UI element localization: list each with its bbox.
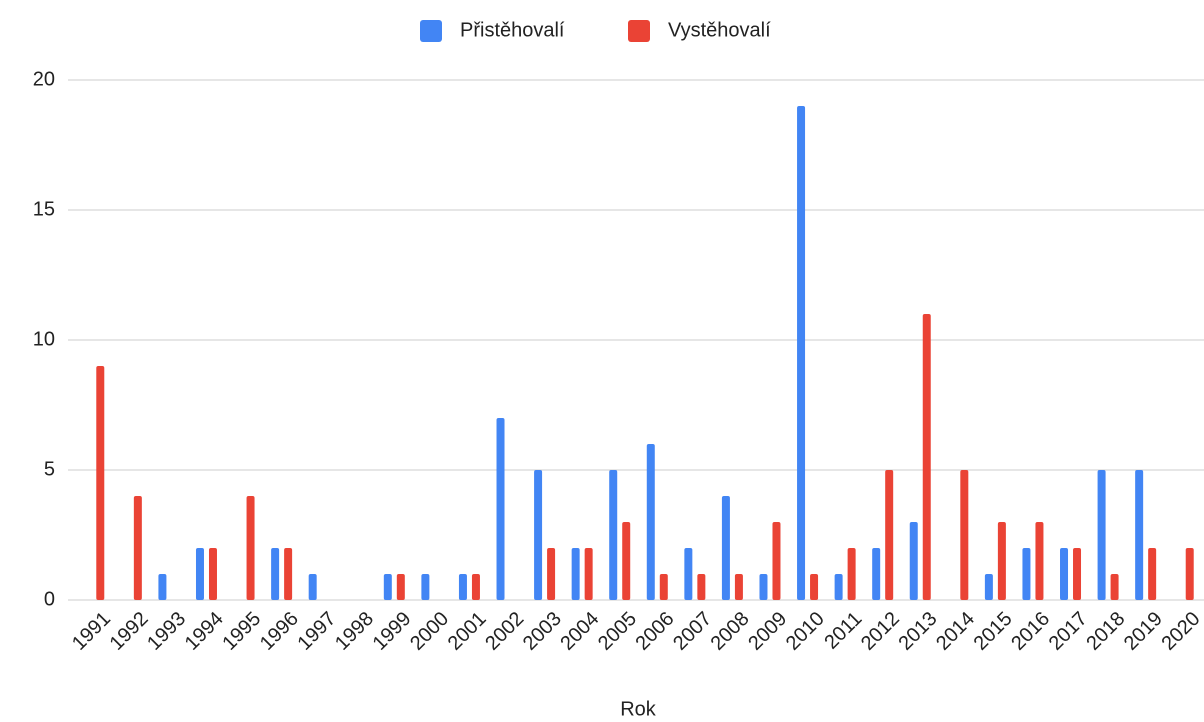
legend-swatch [628,20,650,42]
bar [496,418,505,600]
x-tick-label: 2019 [1120,608,1167,655]
legend-label: Přistěhovalí [460,19,565,41]
bar [922,314,931,600]
bar [797,106,806,600]
x-tick-label: 1997 [293,608,340,655]
x-tick-label: 2006 [632,608,679,655]
y-tick-label: 10 [33,328,55,350]
bar [909,522,918,600]
bar [646,444,655,600]
bar [721,496,730,600]
bar [1035,522,1044,600]
bar [1110,574,1119,600]
y-tick-label: 15 [33,198,55,220]
bar [847,548,856,600]
bar [284,548,293,600]
bar [684,548,693,600]
bar [1148,548,1157,600]
x-tick-label: 1994 [181,608,228,655]
bar [885,470,894,600]
x-tick-label: 2010 [782,608,829,655]
bar [246,496,255,600]
bar [609,470,618,600]
x-tick-label: 1995 [218,608,265,655]
bar [759,574,768,600]
bar [195,548,204,600]
x-tick-label: 2005 [594,608,641,655]
bar [421,574,430,600]
x-tick-label: 1993 [143,608,190,655]
bar [834,574,843,600]
x-tick-label: 2016 [1007,608,1054,655]
x-tick-label: 2002 [481,608,528,655]
bar [810,574,819,600]
bar [471,574,480,600]
bar [659,574,668,600]
bar [133,496,142,600]
y-tick-label: 0 [44,588,55,610]
bar [534,470,543,600]
bar [1097,470,1106,600]
x-tick-label: 2020 [1157,608,1204,655]
bar [271,548,280,600]
x-tick-label: 2008 [707,608,754,655]
x-tick-label: 2011 [820,608,866,654]
x-tick-label: 2015 [970,608,1017,655]
x-tick-label: 2017 [1045,608,1092,655]
bar [458,574,467,600]
bar [208,548,217,600]
x-tick-label: 2013 [894,608,941,655]
bar [158,574,167,600]
bar [872,548,881,600]
bar [734,574,743,600]
x-tick-label: 2000 [406,608,453,655]
bar [1135,470,1144,600]
bar [396,574,405,600]
bar [1060,548,1069,600]
bar [383,574,392,600]
bar [772,522,781,600]
x-tick-label: 1998 [331,608,378,655]
bar [1073,548,1082,600]
x-tick-label: 1991 [68,608,115,655]
bar [1185,548,1194,600]
x-tick-label: 2014 [932,608,979,655]
x-tick-label: 2003 [519,608,566,655]
x-tick-label: 2004 [556,608,603,655]
x-tick-label: 2018 [1082,608,1129,655]
bar [960,470,969,600]
bar [571,548,580,600]
legend-label: Vystěhovalí [668,19,771,41]
x-tick-label: 2012 [857,608,904,655]
bar [96,366,105,600]
bar [1022,548,1031,600]
x-tick-label: 2007 [669,608,716,655]
bar [308,574,317,600]
bar [622,522,631,600]
bar [997,522,1006,600]
bar [547,548,556,600]
x-tick-label: 1999 [369,608,416,655]
y-tick-label: 5 [44,458,55,480]
x-tick-label: 1992 [106,608,153,655]
x-tick-label: 2001 [444,608,491,655]
x-tick-label: 1996 [256,608,303,655]
x-tick-label: 2009 [744,608,791,655]
bar [697,574,706,600]
x-axis-title: Rok [620,698,657,720]
legend-swatch [420,20,442,42]
bar [984,574,993,600]
bar [584,548,593,600]
y-tick-label: 20 [33,68,55,90]
